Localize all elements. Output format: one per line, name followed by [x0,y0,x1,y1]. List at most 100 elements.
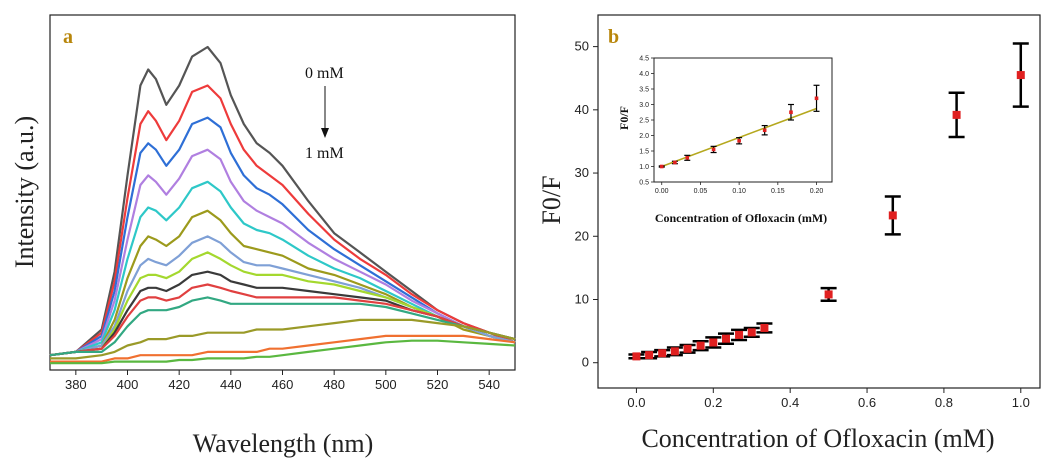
inset-data-point [761,124,768,136]
panel-a-x-title: Wavelength (nm) [193,429,374,458]
panel-b-frame [597,14,1041,389]
panel-b-x-tick-label: 0.8 [935,395,953,410]
inset-x-tick-label: 0.00 [655,188,669,195]
inset-axes: 0.00 0.05 0.10 0.15 0.20 0.5 1.0 1.5 2.0 2.5 3.0 3.… [639,56,823,196]
panel-a-x-tick-label: 520 [427,377,449,392]
point-marker [658,349,667,358]
inset-data-point [684,154,691,161]
spectrum-line-7 [49,251,516,357]
point-marker [1016,71,1025,80]
panel-a-x-tick-label: 480 [323,377,345,392]
point-marker [632,352,641,361]
inset-x-tick-label: 0.15 [771,188,785,195]
inset-y-tick-label: 1.0 [639,164,649,171]
point-marker [888,211,897,220]
panel-a-x-tick-label: 460 [272,377,294,392]
spectrum-line-10 [49,296,516,357]
inset-y-tick-label: 2.0 [639,133,649,140]
spectrum-line-2 [49,116,516,357]
panel-b-y-tick-label: 50 [575,39,589,54]
inset-x-tick-label: 0.05 [694,188,708,195]
panel-a-spectra [49,45,516,365]
panel-b-y-tick-label: 10 [575,291,589,306]
inset-point-marker [711,147,716,152]
panel-a: 380 400 420 440 460 480 500 520 540 a 0 mM 1 mM … [10,14,516,458]
panel-b-data-points [628,42,1029,361]
data-point [654,348,671,358]
inset-frame [653,57,833,183]
panel-b: 0.0 0.2 0.4 0.6 0.8 1.0 0 10 20 30 40 50 b Concentr… [537,14,1041,453]
panel-a-x-tick-label: 540 [478,377,500,392]
panel-b-x-tick-label: 0.4 [781,395,799,410]
inset-y-tick-label: 3.0 [639,102,649,109]
data-point [884,195,901,236]
data-point [666,346,683,357]
inset-point-marker [673,160,677,165]
spectrum-line-3 [49,148,516,357]
data-point [641,350,658,360]
panel-b-y-tick-label: 20 [575,228,589,243]
inset-data-point [710,145,717,154]
inset-data-points [658,84,820,169]
point-marker [696,341,705,350]
panel-b-x-tick-label: 0.6 [858,395,876,410]
inset-point-marker [789,110,793,115]
panel-b-label: b [608,26,619,48]
panel-a-x-tick-label: 420 [168,377,190,392]
panel-a-x-axis: 380 400 420 440 460 480 500 520 540 [65,370,500,392]
point-marker [747,328,756,337]
data-point [717,332,734,345]
spectrum-line-4 [49,180,516,357]
point-marker [824,290,833,299]
inset-data-point [787,103,794,121]
spectrum-line-11 [50,318,516,360]
inset-point-marker [762,128,767,133]
inset-y-tick-label: 4.5 [639,56,649,63]
inset-x-tick-label: 0.10 [732,188,746,195]
inset-x-title: Concentration of Ofloxacin (mM) [655,211,827,225]
data-point [743,326,760,339]
panel-a-x-tick-label: 380 [65,377,87,392]
inset-y-tick-label: 3.5 [639,87,649,94]
panel-b-x-tick-label: 0.0 [627,395,645,410]
panel-a-x-tick-label: 500 [375,377,397,392]
panel-b-x-tick-label: 1.0 [1012,395,1030,410]
spectrum-line-13 [50,339,516,365]
inset-y-tick-label: 1.5 [639,149,649,156]
inset-chart: 0.00 0.05 0.10 0.15 0.20 0.5 1.0 1.5 2.0 2.5 3.0 3.… [617,56,833,225]
inset-data-point [671,160,678,165]
spectrum-line-9 [49,283,516,357]
inset-y-title: F0/F [617,106,631,130]
data-point [679,343,696,354]
spectrum-line-12 [50,334,516,363]
inset-data-point [658,164,665,169]
data-point [948,91,965,139]
data-point [705,336,722,349]
point-marker [952,110,961,119]
data-point [820,286,837,303]
panel-b-y-tick-label: 0 [582,355,589,370]
panel-a-x-tick-label: 440 [220,377,242,392]
point-marker [735,330,744,339]
panel-b-x-title: Concentration of Ofloxacin (mM) [641,424,994,453]
inset-x-tick-label: 0.20 [810,188,824,195]
inset-point-marker [659,164,664,169]
arrow-label-bottom: 1 mM [305,145,344,162]
inset-point-marker [814,96,819,101]
spectrum-line-0 [49,45,516,357]
data-point [692,339,709,352]
point-marker [683,344,692,353]
arrow-label-top: 0 mM [305,65,344,82]
inset-data-point [736,137,743,145]
panel-a-label: a [63,26,73,48]
panel-b-x-tick-label: 0.2 [704,395,722,410]
inset-data-point [813,84,820,112]
inset-point-marker [685,156,690,160]
panel-a-y-title: Intensity (a.u.) [10,116,39,268]
inset-y-tick-label: 2.5 [639,118,649,125]
point-marker [709,338,718,347]
point-marker [760,323,769,332]
panel-b-y-tick-label: 30 [575,165,589,180]
panel-b-y-title: F0/F [537,175,566,224]
